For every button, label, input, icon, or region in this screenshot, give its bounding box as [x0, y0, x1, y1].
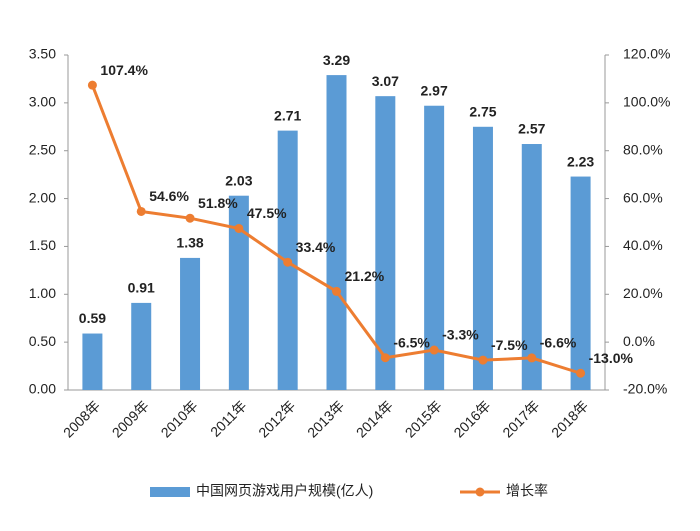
point	[283, 257, 293, 267]
value-label: 2.71	[274, 107, 301, 123]
x-tick-label: 2009年	[109, 397, 152, 440]
point	[185, 213, 195, 223]
y-tick-label: 2.00	[29, 189, 56, 205]
value-label: 54.6%	[149, 188, 189, 204]
y2-tick-label: 20.0%	[623, 285, 663, 301]
value-label: 2.57	[518, 121, 545, 137]
bar	[326, 75, 347, 390]
point	[576, 368, 586, 378]
y-tick-label: 0.00	[29, 381, 56, 397]
y2-tick-label: 120.0%	[623, 46, 670, 62]
legend-label: 中国网页游戏用户规模(亿人)	[196, 483, 373, 499]
value-label: 3.07	[372, 73, 399, 89]
value-label: 0.59	[79, 310, 106, 326]
x-tick-label: 2008年	[60, 397, 103, 440]
value-label: 2.75	[469, 103, 496, 119]
x-tick-label: 2018年	[548, 397, 591, 440]
y2-tick-label: 100.0%	[623, 94, 670, 110]
point	[87, 80, 97, 90]
y-tick-label: 2.50	[29, 141, 56, 157]
y2-tick-label: 60.0%	[623, 189, 663, 205]
value-label: 0.91	[128, 280, 155, 296]
bar	[424, 105, 445, 390]
y-tick-label: 1.00	[29, 285, 56, 301]
value-label: -6.6%	[540, 335, 577, 351]
value-label: -6.5%	[393, 334, 430, 350]
bar	[375, 96, 396, 391]
legend-swatch	[475, 487, 485, 497]
y-tick-label: 0.50	[29, 333, 56, 349]
y2-tick-label: 80.0%	[623, 141, 663, 157]
x-tick-label: 2015年	[402, 397, 445, 440]
value-label: -7.5%	[491, 337, 528, 353]
bar	[521, 144, 542, 390]
value-label: 2.97	[421, 82, 448, 98]
bar	[472, 126, 493, 391]
legend-label: 增长率	[506, 483, 548, 499]
x-tick-label: 2012年	[255, 397, 298, 440]
value-label: -13.0%	[589, 350, 634, 366]
y2-tick-label: -20.0%	[623, 381, 667, 397]
point	[527, 353, 537, 363]
bar	[82, 333, 103, 390]
legend-swatch	[150, 487, 190, 497]
value-label: 107.4%	[100, 62, 148, 78]
x-tick-label: 2014年	[353, 397, 396, 440]
value-label: 47.5%	[247, 205, 287, 221]
x-tick-label: 2016年	[450, 397, 493, 440]
bar	[180, 257, 201, 390]
value-label: 2.23	[567, 153, 594, 169]
value-label: 33.4%	[296, 239, 336, 255]
y-tick-label: 3.50	[29, 46, 56, 62]
bar	[131, 302, 152, 390]
point	[234, 223, 244, 233]
x-tick-label: 2013年	[304, 397, 347, 440]
point	[136, 206, 146, 216]
value-label: -3.3%	[442, 327, 479, 343]
value-label: 51.8%	[198, 195, 238, 211]
point	[380, 353, 390, 363]
x-tick-label: 2011年	[207, 397, 250, 440]
y2-tick-label: 0.0%	[623, 333, 655, 349]
point	[332, 286, 341, 296]
x-tick-label: 2017年	[499, 397, 542, 440]
value-label: 1.38	[176, 235, 203, 251]
point	[429, 345, 439, 355]
y2-tick-label: 40.0%	[623, 237, 663, 253]
y-tick-label: 3.00	[29, 94, 56, 110]
x-tick-label: 2010年	[158, 397, 201, 440]
y-tick-label: 1.50	[29, 237, 56, 253]
bar	[570, 176, 591, 390]
value-label: 2.03	[225, 172, 252, 188]
value-label: 21.2%	[345, 268, 385, 284]
bar	[228, 195, 249, 390]
point	[478, 355, 488, 365]
value-label: 3.29	[323, 52, 350, 68]
